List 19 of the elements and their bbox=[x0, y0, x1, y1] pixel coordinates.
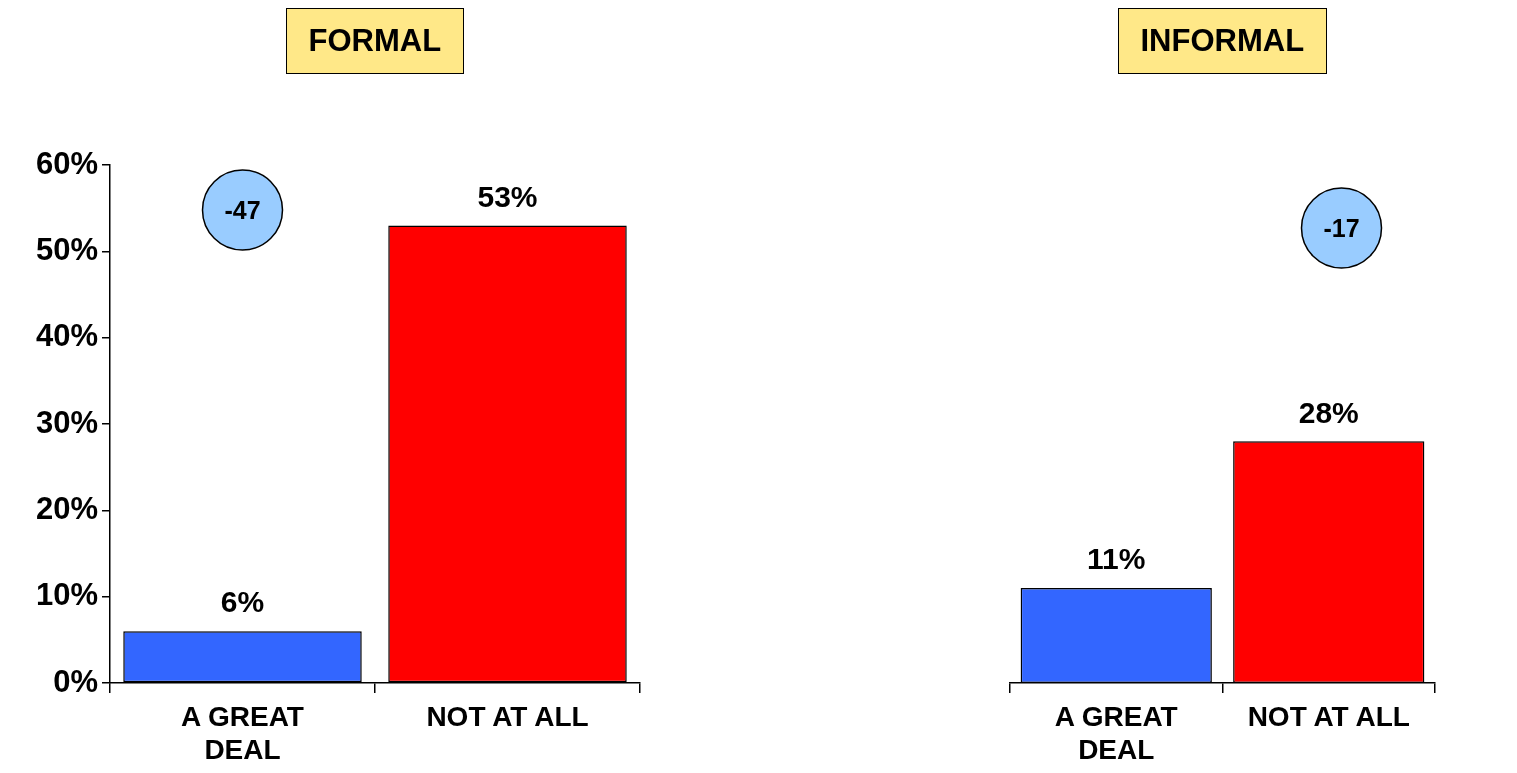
x-tick-label: A GREAT DEAL bbox=[1054, 700, 1178, 766]
annotation: -47 bbox=[224, 195, 261, 224]
y-tick-label: 50% bbox=[35, 231, 98, 267]
chart-title: INFORMAL bbox=[1117, 8, 1328, 74]
y-tick-label: 60% bbox=[35, 145, 98, 181]
data-label: 6% bbox=[220, 585, 265, 619]
data-label: 11% bbox=[1087, 542, 1146, 576]
y-tick-label: 0% bbox=[53, 663, 98, 699]
y-tick-label: 20% bbox=[35, 490, 98, 526]
chart-title: FORMAL bbox=[285, 8, 465, 74]
data-label: 53% bbox=[477, 179, 538, 213]
data-label: 28% bbox=[1298, 395, 1359, 429]
x-tick-label: NOT AT ALL bbox=[426, 700, 589, 732]
x-tick-label: NOT AT ALL bbox=[1247, 700, 1410, 732]
y-tick-label: 30% bbox=[35, 404, 98, 440]
y-tick-label: 40% bbox=[35, 318, 98, 354]
annotation: -17 bbox=[1323, 213, 1360, 242]
y-tick-label: 10% bbox=[35, 577, 98, 613]
x-tick-label: A GREAT DEAL bbox=[181, 700, 304, 766]
